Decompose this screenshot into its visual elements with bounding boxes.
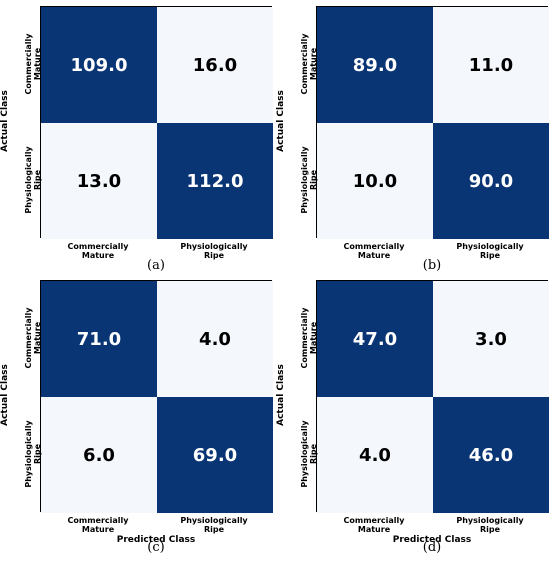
y-tick-label: Physiologically Ripe bbox=[300, 146, 318, 214]
confusion-matrix-1: 109.0 16.0 13.0 112.0 bbox=[40, 6, 273, 239]
confusion-matrix-4: 47.0 3.0 4.0 46.0 bbox=[316, 280, 549, 513]
x-tick-label: Physiologically Ripe bbox=[180, 516, 248, 534]
matrix-cell: 47.0 bbox=[317, 281, 433, 397]
x-tick-label: Commercially Mature bbox=[67, 516, 129, 534]
panel-label: (c) bbox=[147, 540, 165, 555]
matrix-cell: 4.0 bbox=[157, 281, 273, 397]
matrix-cell: 6.0 bbox=[41, 397, 157, 513]
matrix-cell: 3.0 bbox=[433, 281, 549, 397]
matrix-cell: 109.0 bbox=[41, 7, 157, 123]
y-axis-label: Actual Class bbox=[276, 364, 286, 426]
y-axis-label: Actual Class bbox=[0, 90, 10, 152]
matrix-cell: 71.0 bbox=[41, 281, 157, 397]
matrix-cell: 46.0 bbox=[433, 397, 549, 513]
panel-label: (b) bbox=[422, 258, 442, 273]
matrix-cell: 69.0 bbox=[157, 397, 273, 513]
x-axis-label: Predicted Class bbox=[116, 535, 196, 545]
y-tick-label: Commercially Mature bbox=[24, 307, 42, 369]
matrix-cell: 13.0 bbox=[41, 123, 157, 239]
y-tick-label: Physiologically Ripe bbox=[300, 420, 318, 488]
matrix-cell: 112.0 bbox=[157, 123, 273, 239]
y-tick-label: Commercially Mature bbox=[300, 33, 318, 95]
matrix-cell: 90.0 bbox=[433, 123, 549, 239]
y-tick-label: Commercially Mature bbox=[24, 33, 42, 95]
panel-label: (a) bbox=[147, 258, 165, 273]
matrix-cell: 11.0 bbox=[433, 7, 549, 123]
y-tick-label: Physiologically Ripe bbox=[24, 146, 42, 214]
x-axis-label: Predicted Class bbox=[392, 535, 472, 545]
x-tick-label: Commercially Mature bbox=[343, 516, 405, 534]
x-tick-label: Commercially Mature bbox=[67, 242, 129, 260]
panel-label: (d) bbox=[422, 540, 442, 555]
x-tick-label: Commercially Mature bbox=[343, 242, 405, 260]
matrix-cell: 89.0 bbox=[317, 7, 433, 123]
y-axis-label: Actual Class bbox=[0, 364, 10, 426]
x-tick-label: Physiologically Ripe bbox=[180, 242, 248, 260]
confusion-matrix-3: 71.0 4.0 6.0 69.0 bbox=[40, 280, 273, 513]
x-tick-label: Physiologically Ripe bbox=[456, 242, 524, 260]
matrix-cell: 10.0 bbox=[317, 123, 433, 239]
confusion-matrix-2: 89.0 11.0 10.0 90.0 bbox=[316, 6, 549, 239]
y-axis-label: Actual Class bbox=[276, 90, 286, 152]
y-tick-label: Physiologically Ripe bbox=[24, 420, 42, 488]
x-tick-label: Physiologically Ripe bbox=[456, 516, 524, 534]
matrix-cell: 4.0 bbox=[317, 397, 433, 513]
y-tick-label: Commercially Mature bbox=[300, 307, 318, 369]
matrix-cell: 16.0 bbox=[157, 7, 273, 123]
